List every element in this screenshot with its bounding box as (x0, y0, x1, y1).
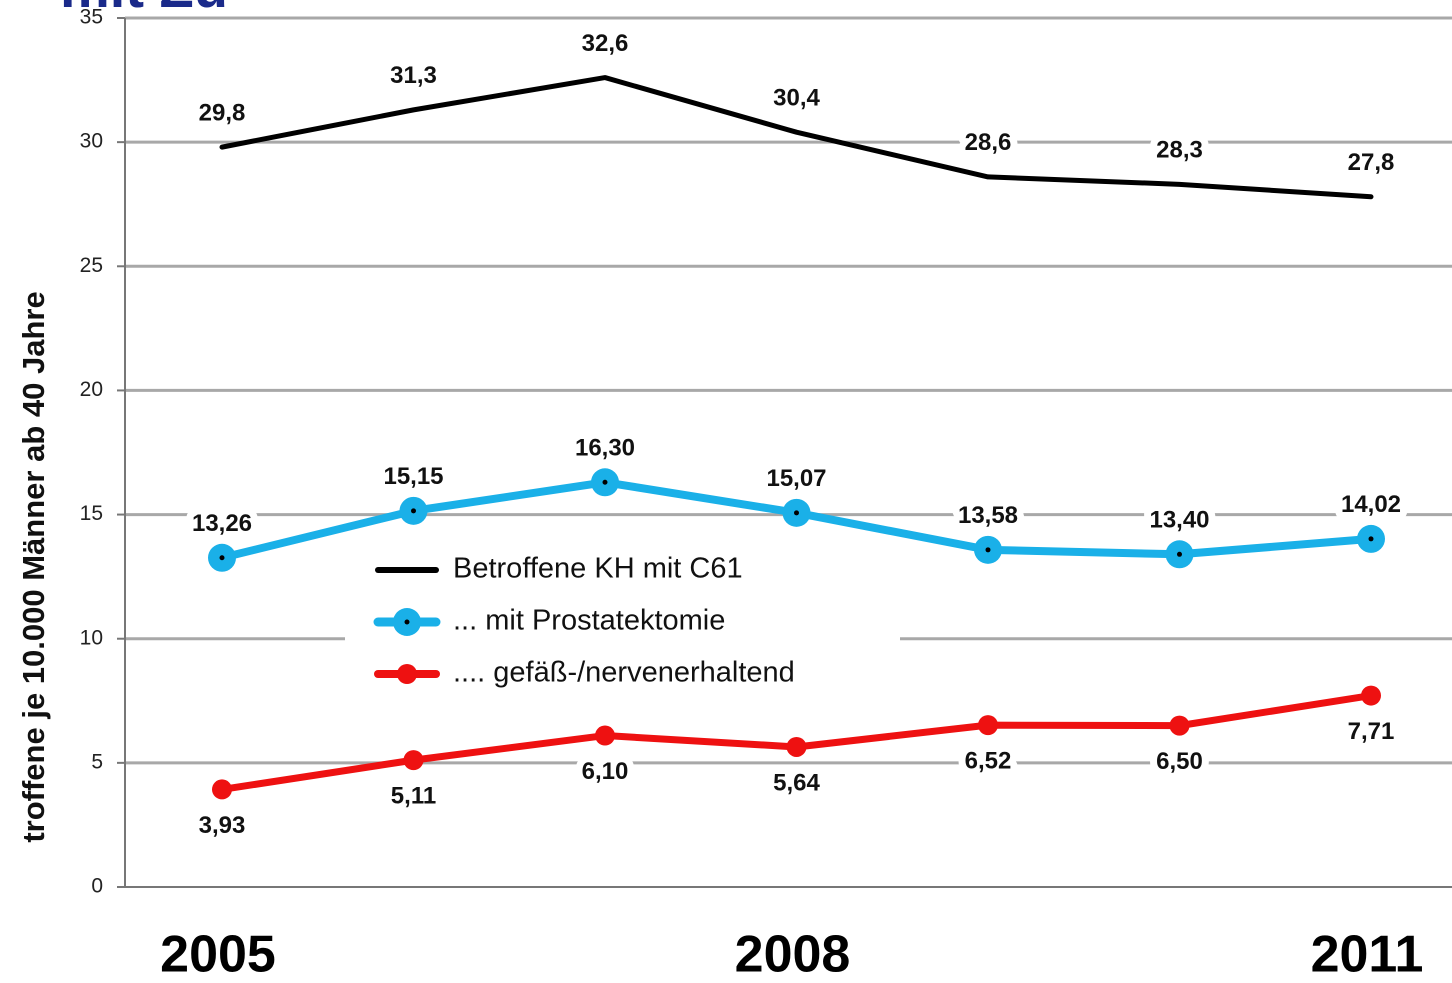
data-label: 5,64 (773, 769, 820, 796)
legend-label: ... mit Prostatektomie (453, 605, 725, 637)
data-label: 28,3 (1156, 137, 1203, 164)
data-label: 15,07 (766, 465, 826, 492)
marker (978, 715, 998, 736)
marker-dot (1177, 551, 1182, 557)
marker-dot (794, 510, 799, 516)
y-axis-label: troffene je 10.000 Männer ab 40 Jahre (16, 291, 51, 842)
x-tick-label: 2011 (1311, 926, 1424, 983)
data-label: 14,02 (1341, 491, 1401, 518)
y-tick-label: 30 (80, 130, 103, 153)
y-tick-label: 25 (80, 254, 103, 277)
data-label: 13,40 (1149, 507, 1209, 534)
marker-dot (411, 508, 416, 514)
series-line (219, 75, 1374, 200)
marker-dot (1368, 536, 1374, 542)
y-tick-label: 5 (91, 750, 103, 773)
data-label: 29,8 (199, 99, 246, 126)
data-label: 5,11 (391, 782, 436, 809)
data-label: 7,71 (1348, 718, 1395, 745)
data-label: 16,30 (575, 435, 635, 462)
y-tick-label: 10 (80, 626, 103, 649)
data-label: 6,52 (965, 747, 1012, 774)
y-tick-label: 15 (80, 502, 103, 525)
data-label: 30,4 (773, 85, 820, 112)
data-label: 15,15 (383, 463, 443, 490)
data-label: 13,58 (958, 502, 1018, 529)
marker-dot (219, 555, 225, 561)
marker (786, 736, 807, 757)
data-label: 28,6 (965, 129, 1012, 156)
x-tick-label: 2005 (160, 926, 276, 983)
data-label: 13,26 (192, 510, 252, 537)
data-label: 3,93 (199, 812, 246, 839)
chart-title: mit Zu (60, 0, 228, 19)
marker-dot (985, 547, 991, 553)
marker (1169, 715, 1190, 736)
legend-dot (404, 619, 410, 625)
marker (1361, 685, 1381, 706)
y-tick-label: 20 (80, 378, 103, 401)
marker (403, 750, 424, 771)
data-label: 6,10 (582, 758, 629, 785)
data-label: 27,8 (1348, 149, 1395, 176)
data-label: 6,50 (1156, 748, 1203, 775)
data-label: 31,3 (390, 62, 437, 89)
legend-label: Betroffene KH mit C61 (453, 553, 743, 585)
marker-dot (602, 479, 608, 485)
x-tick-label: 2008 (735, 926, 851, 983)
data-label: 32,6 (582, 30, 629, 57)
y-tick-label: 35 (80, 6, 103, 29)
legend-marker (397, 664, 417, 684)
legend-label: .... gefäß-/nervenerhaltend (453, 657, 795, 689)
marker (595, 725, 615, 746)
y-tick-label: 0 (91, 875, 103, 898)
marker (212, 779, 232, 800)
